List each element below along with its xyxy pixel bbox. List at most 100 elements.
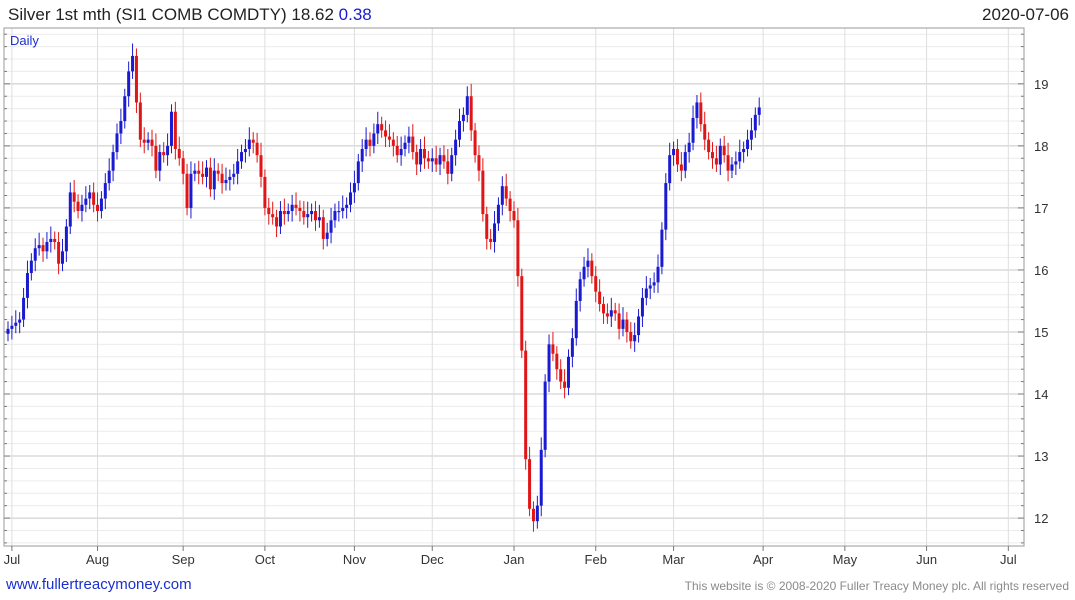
candle-up <box>461 114 465 122</box>
candle-down <box>446 161 450 174</box>
candle-down <box>208 167 212 190</box>
candle-down <box>524 350 528 460</box>
candle-up <box>111 152 115 171</box>
candle-up <box>345 204 349 208</box>
candle-up <box>683 152 687 171</box>
candle-down <box>177 148 181 159</box>
candle-down <box>138 102 142 140</box>
candle-up <box>660 229 664 267</box>
candle-up <box>103 183 107 199</box>
candle-up <box>317 217 321 221</box>
candle-down <box>489 238 493 243</box>
candle-up <box>637 316 641 336</box>
candle-up <box>430 158 434 162</box>
candle-up <box>84 198 88 205</box>
candle-down <box>426 158 430 162</box>
candle-up <box>586 260 590 267</box>
candle-up <box>757 107 761 115</box>
y-tick-label: 12 <box>1034 511 1048 526</box>
candle-up <box>749 130 753 140</box>
candle-up <box>25 273 29 298</box>
candle-up <box>325 232 329 239</box>
candle-up <box>352 183 356 193</box>
candle-up <box>29 260 33 274</box>
candle-up <box>80 204 84 212</box>
candle-up <box>465 96 469 115</box>
y-tick-label: 14 <box>1034 387 1048 402</box>
candle-down <box>675 148 679 165</box>
x-tick-label: Jul <box>1000 552 1017 567</box>
candle-down <box>181 158 185 174</box>
candle-up <box>640 297 644 317</box>
candle-up <box>68 192 72 227</box>
candle-down <box>602 304 606 314</box>
candle-up <box>127 71 131 97</box>
candle-up <box>22 297 26 320</box>
candle-up <box>243 148 247 153</box>
candle-up <box>458 121 462 140</box>
candle-up <box>648 285 652 289</box>
candle-up <box>193 170 197 174</box>
candle-up <box>633 335 637 342</box>
candle-down <box>275 217 279 227</box>
candle-up <box>570 338 574 357</box>
candle-up <box>738 152 742 162</box>
candle-up <box>574 300 578 339</box>
candle-up <box>131 55 135 72</box>
candle-up <box>535 505 539 522</box>
candle-up <box>746 139 750 149</box>
candle-down <box>411 136 415 153</box>
candle-up <box>333 211 337 221</box>
candle-up <box>278 211 282 227</box>
candle-down <box>255 142 259 156</box>
candle-down <box>162 152 166 156</box>
candle-up <box>403 142 407 149</box>
candle-up <box>582 266 586 280</box>
candle-down <box>185 173 189 208</box>
candle-up <box>33 248 37 261</box>
x-tick-label: Jul <box>4 552 21 567</box>
candle-up <box>341 207 345 212</box>
candle-down <box>197 170 201 174</box>
candle-down <box>134 55 138 103</box>
candle-up <box>644 288 648 298</box>
x-tick-label: Apr <box>753 552 774 567</box>
candle-down <box>520 276 524 351</box>
footer-site-link[interactable]: www.fullertreacymoney.com <box>6 576 192 593</box>
candle-down <box>72 192 76 202</box>
candle-down <box>625 319 629 332</box>
candle-up <box>652 282 656 286</box>
candle-up <box>454 139 458 156</box>
candle-down <box>41 245 45 252</box>
candle-down <box>384 130 388 137</box>
candle-down <box>508 198 512 212</box>
candle-up <box>146 139 150 143</box>
candle-up <box>60 251 64 264</box>
candle-down <box>263 176 267 208</box>
candle-down <box>605 313 609 317</box>
candle-up <box>224 179 228 184</box>
candle-down <box>150 139 154 146</box>
candle-down <box>387 136 391 140</box>
chart-date: 2020-07-06 <box>982 5 1069 24</box>
price-change: 0.38 <box>338 5 372 24</box>
candle-down <box>722 145 726 156</box>
candle-down <box>473 130 477 156</box>
candle-up <box>500 186 504 205</box>
y-tick-label: 15 <box>1034 325 1048 340</box>
candle-down <box>259 155 263 177</box>
candle-down <box>617 313 621 329</box>
x-tick-label: Mar <box>662 552 685 567</box>
candle-down <box>711 152 715 159</box>
candle-up <box>664 183 668 230</box>
candle-up <box>88 192 92 199</box>
candle-up <box>399 148 403 156</box>
candle-up <box>360 148 364 162</box>
candle-down <box>294 204 298 208</box>
candle-down <box>555 353 559 370</box>
candle-up <box>566 356 570 388</box>
candle-up <box>691 117 695 143</box>
chart-header-title: Silver 1st mth (SI1 COMB COMDTY) 18.62 0… <box>8 5 372 25</box>
candle-down <box>282 211 286 215</box>
